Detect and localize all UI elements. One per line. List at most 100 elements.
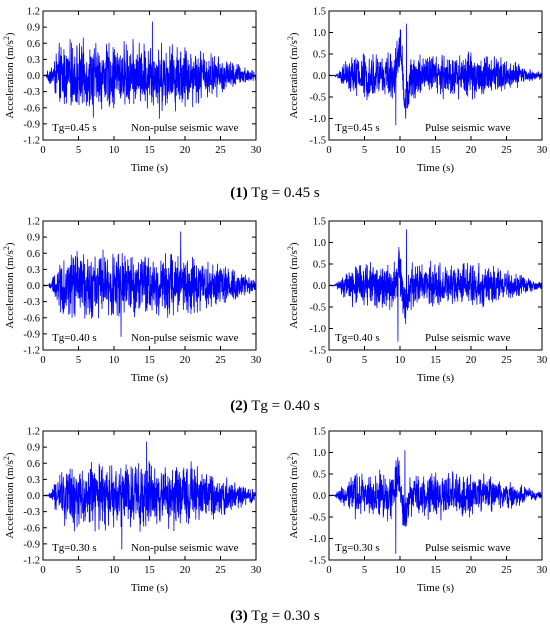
signal-line (42, 231, 257, 337)
y-tick-label: 0.3 (27, 55, 40, 66)
chart-6: -1.5 -1.0 -0.5 0.0 0.5 1.0 1.5 0 5 10 15 20 25 30 Ac… (286, 427, 547, 595)
y-axis-label: Acceleration (m/s2) (2, 452, 16, 539)
x-tick-label: 5 (76, 145, 81, 156)
y-axis-label: Acceleration (m/s2) (286, 452, 300, 539)
x-tick-label: 10 (109, 355, 120, 366)
x-tick-label: 25 (215, 565, 226, 576)
annotation-wave-type: Non-pulse seismic wave (131, 122, 239, 134)
y-tick-label: 1.2 (27, 7, 40, 18)
x-axis-label: Time (s) (417, 372, 455, 384)
y-tick-label: 0.5 (313, 50, 326, 61)
x-tick-label: 30 (251, 355, 262, 366)
y-tick-label: -1.5 (309, 346, 326, 357)
x-ticks: 0 5 10 15 20 25 30 (40, 221, 261, 366)
x-tick-label: 5 (362, 565, 367, 576)
y-ticks: -1.5 -1.0 -0.5 0.0 0.5 1.0 1.5 (309, 427, 542, 567)
y-tick-label: -0.3 (23, 87, 40, 98)
y-axis-label: Acceleration (m/s2) (286, 242, 300, 329)
y-axis-label: Acceleration (m/s2) (286, 32, 300, 119)
chart-5: -1.2 -0.9 -0.6 -0.3 0.0 0.3 0.6 0.9 1.2 0 5 10 15 20… (2, 427, 261, 595)
x-tick-label: 10 (395, 145, 406, 156)
y-tick-label: 1.5 (313, 427, 326, 438)
y-tick-label: -1.2 (23, 136, 40, 147)
y-tick-label: 1.2 (27, 427, 40, 438)
y-ticks: -1.2 -0.9 -0.6 -0.3 0.0 0.3 0.6 0.9 1.2 (23, 7, 256, 147)
x-axis-label: Time (s) (417, 162, 455, 174)
y-tick-label: 0.6 (27, 459, 40, 470)
y-tick-label: 0.3 (27, 475, 40, 486)
y-tick-label: 0.6 (27, 39, 40, 50)
x-tick-label: 15 (430, 355, 441, 366)
annotation-tg: Tg=0.45 s (335, 122, 380, 134)
x-tick-label: 30 (537, 355, 548, 366)
annotation-tg: Tg=0.30 s (52, 542, 97, 554)
x-tick-label: 25 (215, 145, 226, 156)
y-tick-label: 0.0 (27, 491, 40, 502)
x-tick-label: 25 (501, 355, 512, 366)
chart-1: -1.2 -0.9 -0.6 -0.3 0.0 0.3 0.6 0.9 1.2 0 5 10 15 20… (2, 7, 261, 175)
y-tick-label: -0.5 (309, 513, 326, 524)
signal-line (328, 449, 543, 554)
x-axis-label: Time (s) (131, 162, 169, 174)
caption-3: (3) Tg = 0.30 s (230, 608, 320, 624)
y-tick-label: -1.0 (309, 114, 326, 125)
y-tick-label: -1.5 (309, 136, 326, 147)
x-tick-label: 5 (362, 355, 367, 366)
y-tick-label: -0.3 (23, 297, 40, 308)
y-axis-label: Acceleration (m/s2) (2, 242, 16, 329)
y-tick-label: 1.0 (313, 28, 326, 39)
x-ticks: 0 5 10 15 20 25 30 (326, 221, 547, 366)
x-tick-label: 30 (537, 565, 548, 576)
x-tick-label: 20 (466, 145, 477, 156)
x-ticks: 0 5 10 15 20 25 30 (326, 431, 547, 576)
y-tick-label: -0.6 (23, 103, 40, 114)
caption-2: (2) Tg = 0.40 s (230, 398, 320, 414)
y-tick-label: 0.9 (27, 443, 40, 454)
y-tick-label: 1.5 (313, 7, 326, 18)
y-tick-label: -0.6 (23, 523, 40, 534)
y-tick-label: 0.9 (27, 23, 40, 34)
x-tick-label: 25 (501, 565, 512, 576)
x-tick-label: 15 (430, 145, 441, 156)
x-tick-label: 10 (109, 145, 120, 156)
x-tick-label: 15 (144, 145, 155, 156)
y-tick-label: -0.6 (23, 313, 40, 324)
x-tick-label: 10 (395, 565, 406, 576)
y-tick-label: -0.3 (23, 507, 40, 518)
y-tick-label: 0.0 (313, 71, 326, 82)
x-tick-label: 15 (430, 565, 441, 576)
chart-3: -1.2 -0.9 -0.6 -0.3 0.0 0.3 0.6 0.9 1.2 0 5 10 15 20… (2, 217, 261, 385)
y-axis-label: Acceleration (m/s2) (2, 32, 16, 119)
y-tick-label: 0.0 (27, 71, 40, 82)
y-tick-label: -0.9 (23, 329, 40, 340)
annotation-tg: Tg=0.40 s (52, 332, 97, 344)
y-tick-label: 0.5 (313, 260, 326, 271)
x-tick-label: 20 (466, 565, 477, 576)
x-tick-label: 30 (251, 565, 262, 576)
x-tick-label: 0 (326, 355, 331, 366)
x-tick-label: 20 (180, 145, 191, 156)
y-tick-label: -0.5 (309, 303, 326, 314)
x-tick-label: 20 (180, 355, 191, 366)
y-tick-label: -1.5 (309, 556, 326, 567)
x-tick-label: 20 (466, 355, 477, 366)
x-tick-label: 20 (180, 565, 191, 576)
y-tick-label: 0.9 (27, 233, 40, 244)
y-ticks: -1.5 -1.0 -0.5 0.0 0.5 1.0 1.5 (309, 7, 542, 147)
y-tick-label: 0.6 (27, 249, 40, 260)
y-ticks: -1.5 -1.0 -0.5 0.0 0.5 1.0 1.5 (309, 217, 542, 357)
x-tick-label: 25 (215, 355, 226, 366)
signal-line (42, 21, 257, 119)
annotation-tg: Tg=0.30 s (335, 542, 380, 554)
x-tick-label: 0 (40, 355, 45, 366)
y-tick-label: 1.0 (313, 238, 326, 249)
signal-line (328, 23, 543, 126)
x-axis-label: Time (s) (131, 372, 169, 384)
x-tick-label: 25 (501, 145, 512, 156)
annotation-tg: Tg=0.45 s (52, 122, 97, 134)
x-tick-label: 10 (109, 565, 120, 576)
y-tick-label: 0.0 (313, 281, 326, 292)
x-axis-label: Time (s) (131, 582, 169, 594)
x-tick-label: 5 (76, 355, 81, 366)
